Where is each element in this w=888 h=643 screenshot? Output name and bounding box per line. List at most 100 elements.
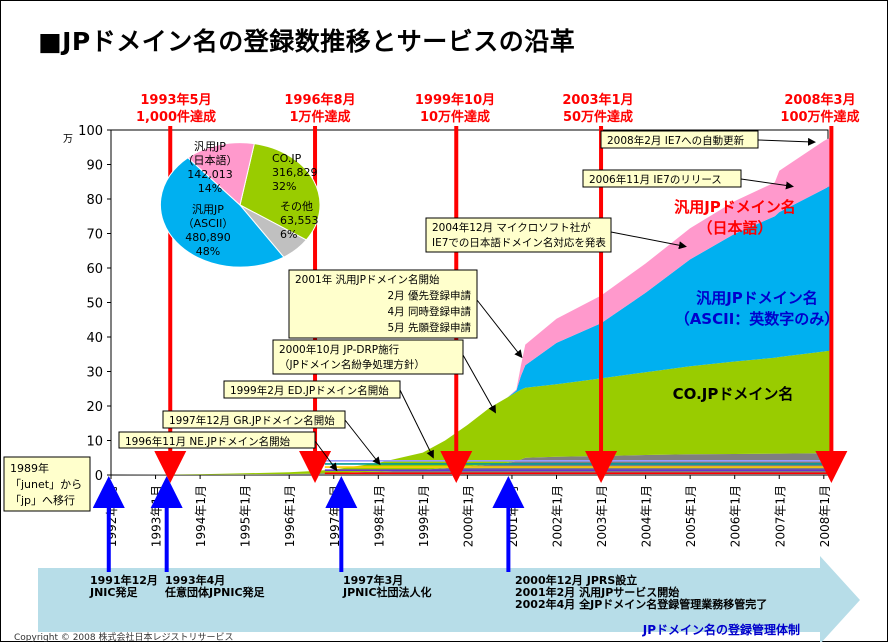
x-tick-label: 2008年1月 bbox=[818, 485, 832, 547]
y-tick-label: 80 bbox=[86, 193, 103, 208]
timeline-event-text: JNIC発足 bbox=[89, 585, 138, 599]
pie-label: 汎用JP bbox=[194, 139, 226, 153]
annotation-text: 1999年2月 ED.JPドメイン名開始 bbox=[230, 384, 389, 397]
milestone-date: 1999年10月 bbox=[415, 92, 495, 108]
annotation-text: 2月 優先登録申請 bbox=[387, 289, 471, 302]
timeline-event-text: 2001年2月 汎用JPサービス開始 bbox=[515, 585, 679, 599]
timeline-event-text: JPNIC社団法人化 bbox=[342, 585, 432, 599]
copyright-text: Copyright © 2008 株式会社日本レジストリサービス bbox=[14, 633, 234, 643]
note-1989-text: 「jp」へ移行 bbox=[10, 494, 75, 507]
pie-label: （日本語） bbox=[183, 153, 238, 167]
milestone-count: 1,000件達成 bbox=[136, 109, 216, 125]
y-tick-label: 30 bbox=[86, 366, 103, 381]
timeline-band bbox=[38, 556, 860, 642]
annotation-text: 2000年10月 JP-DRP施行 bbox=[279, 343, 400, 356]
x-tick-label: 1996年1月 bbox=[283, 485, 297, 547]
annotation-box bbox=[272, 339, 464, 375]
pie-label: 142,013 bbox=[187, 168, 233, 181]
timeline-caption: JPドメイン名の登録管理体制 bbox=[642, 622, 800, 637]
y-tick-label: 50 bbox=[86, 297, 103, 312]
annotation-box bbox=[223, 380, 401, 399]
annotation-text: 2008年2月 IE7への自動更新 bbox=[607, 134, 745, 147]
pie-label: （ASCII） bbox=[183, 217, 234, 230]
x-tick-label: 2003年1月 bbox=[595, 485, 609, 547]
timeline-event-text: 2002年4月 全JPドメイン名登録管理業務移管完了 bbox=[515, 597, 767, 611]
annotation-pointer bbox=[399, 389, 434, 459]
pie-label: 480,890 bbox=[185, 231, 231, 244]
x-tick-label: 1993年1月 bbox=[150, 485, 164, 547]
x-tick-label: 2002年1月 bbox=[551, 485, 565, 547]
series-area-2 bbox=[111, 184, 833, 475]
y-tick-label: 90 bbox=[86, 159, 103, 174]
annotation-text: 5月 先願登録申請 bbox=[387, 321, 471, 334]
series-label: 汎用JPドメイン名 bbox=[674, 198, 796, 216]
series-label: （日本語） bbox=[697, 219, 772, 237]
annotation-text: 4月 同時登録申請 bbox=[387, 305, 471, 318]
pie-label: CO.JP bbox=[272, 152, 302, 165]
x-tick-label: 2004年1月 bbox=[640, 485, 654, 547]
y-tick-label: 0 bbox=[95, 469, 103, 484]
annotation-pointer bbox=[462, 354, 496, 414]
y-tick-label: 60 bbox=[86, 262, 103, 277]
y-tick-label: 40 bbox=[86, 331, 103, 346]
milestone-date: 2008年3月 bbox=[784, 92, 855, 108]
note-1989-text: 1989年 bbox=[10, 461, 49, 475]
page-title: ■JPドメイン名の登録数推移とサービスの沿革 bbox=[38, 27, 576, 56]
milestone-count: 10万件達成 bbox=[420, 109, 490, 125]
pie-label: 6% bbox=[280, 228, 297, 241]
x-tick-label: 2006年1月 bbox=[729, 485, 743, 547]
milestone-count: 50万件達成 bbox=[563, 109, 633, 125]
series-label: CO.JPドメイン名 bbox=[673, 385, 794, 403]
series-area-1 bbox=[111, 350, 833, 475]
x-tick-label: 1995年1月 bbox=[239, 485, 253, 547]
note-1989-box bbox=[3, 456, 91, 512]
timeline-event-text: 1997年3月 bbox=[343, 573, 403, 587]
x-tick-label: 2005年1月 bbox=[684, 485, 698, 547]
annotation-text: 2006年11月 IE7のリリース bbox=[589, 173, 722, 186]
annotation-box bbox=[162, 410, 346, 429]
pie-label: 汎用JP bbox=[192, 202, 224, 216]
milestone-count: 100万件達成 bbox=[780, 109, 859, 125]
y-axis-unit: 万 bbox=[63, 134, 73, 145]
pie-slice bbox=[187, 142, 255, 206]
annotation-box bbox=[118, 431, 316, 449]
annotation-pointer bbox=[740, 178, 794, 190]
annotation-text: 2001年 汎用JPドメイン名開始 bbox=[295, 273, 440, 286]
pie-label: 316,829 bbox=[272, 166, 318, 179]
x-tick-label: 1994年1月 bbox=[194, 485, 208, 547]
milestone-date: 1993年5月 bbox=[140, 92, 211, 108]
pie-label: 63,553 bbox=[280, 214, 319, 227]
y-tick-label: 20 bbox=[86, 400, 103, 415]
annotation-text: （JPドメイン名紛争処理方針） bbox=[279, 358, 425, 371]
timeline-event-text: 1991年12月 bbox=[90, 573, 158, 587]
annotation-pointer bbox=[757, 137, 816, 146]
y-tick-label: 10 bbox=[86, 435, 103, 450]
annotation-pointer bbox=[344, 419, 381, 466]
annotation-box bbox=[600, 130, 759, 149]
milestone-date: 1996年8月 bbox=[284, 92, 355, 108]
milestone-count: 1万件達成 bbox=[289, 109, 350, 125]
milestone-date: 2003年1月 bbox=[562, 92, 633, 108]
annotation-box bbox=[288, 269, 478, 339]
pie-label: 32% bbox=[272, 180, 296, 193]
pie-label: 14% bbox=[198, 182, 222, 195]
note-1989-text: 「junet」から bbox=[10, 478, 82, 491]
series-label: 汎用JPドメイン名 bbox=[696, 289, 818, 307]
x-tick-label: 1999年1月 bbox=[417, 485, 431, 547]
annotation-text: 1997年12月 GR.JPドメイン名開始 bbox=[169, 414, 335, 427]
pie-slice bbox=[239, 143, 321, 241]
timeline-event-text: 2000年12月 JPRS設立 bbox=[515, 573, 637, 587]
x-tick-label: 2000年1月 bbox=[461, 485, 475, 547]
annotation-box bbox=[425, 217, 612, 253]
pie-label: その他 bbox=[280, 200, 313, 213]
pie-slice bbox=[159, 157, 285, 268]
series-label: （ASCII：英数字のみ） bbox=[675, 310, 840, 328]
y-tick-label: 70 bbox=[86, 228, 103, 243]
annotation-text: 1996年11月 NE.JPドメイン名開始 bbox=[125, 435, 291, 448]
timeline-event-text: 1993年4月 bbox=[165, 573, 225, 587]
annotation-text: 2004年12月 マイクロソフト社が bbox=[432, 221, 591, 234]
x-tick-label: 2007年1月 bbox=[773, 485, 787, 547]
annotation-pointer bbox=[314, 440, 338, 472]
pie-label: 48% bbox=[196, 245, 220, 258]
annotation-text: IE7での日本語ドメイン名対応を発表 bbox=[432, 236, 606, 249]
